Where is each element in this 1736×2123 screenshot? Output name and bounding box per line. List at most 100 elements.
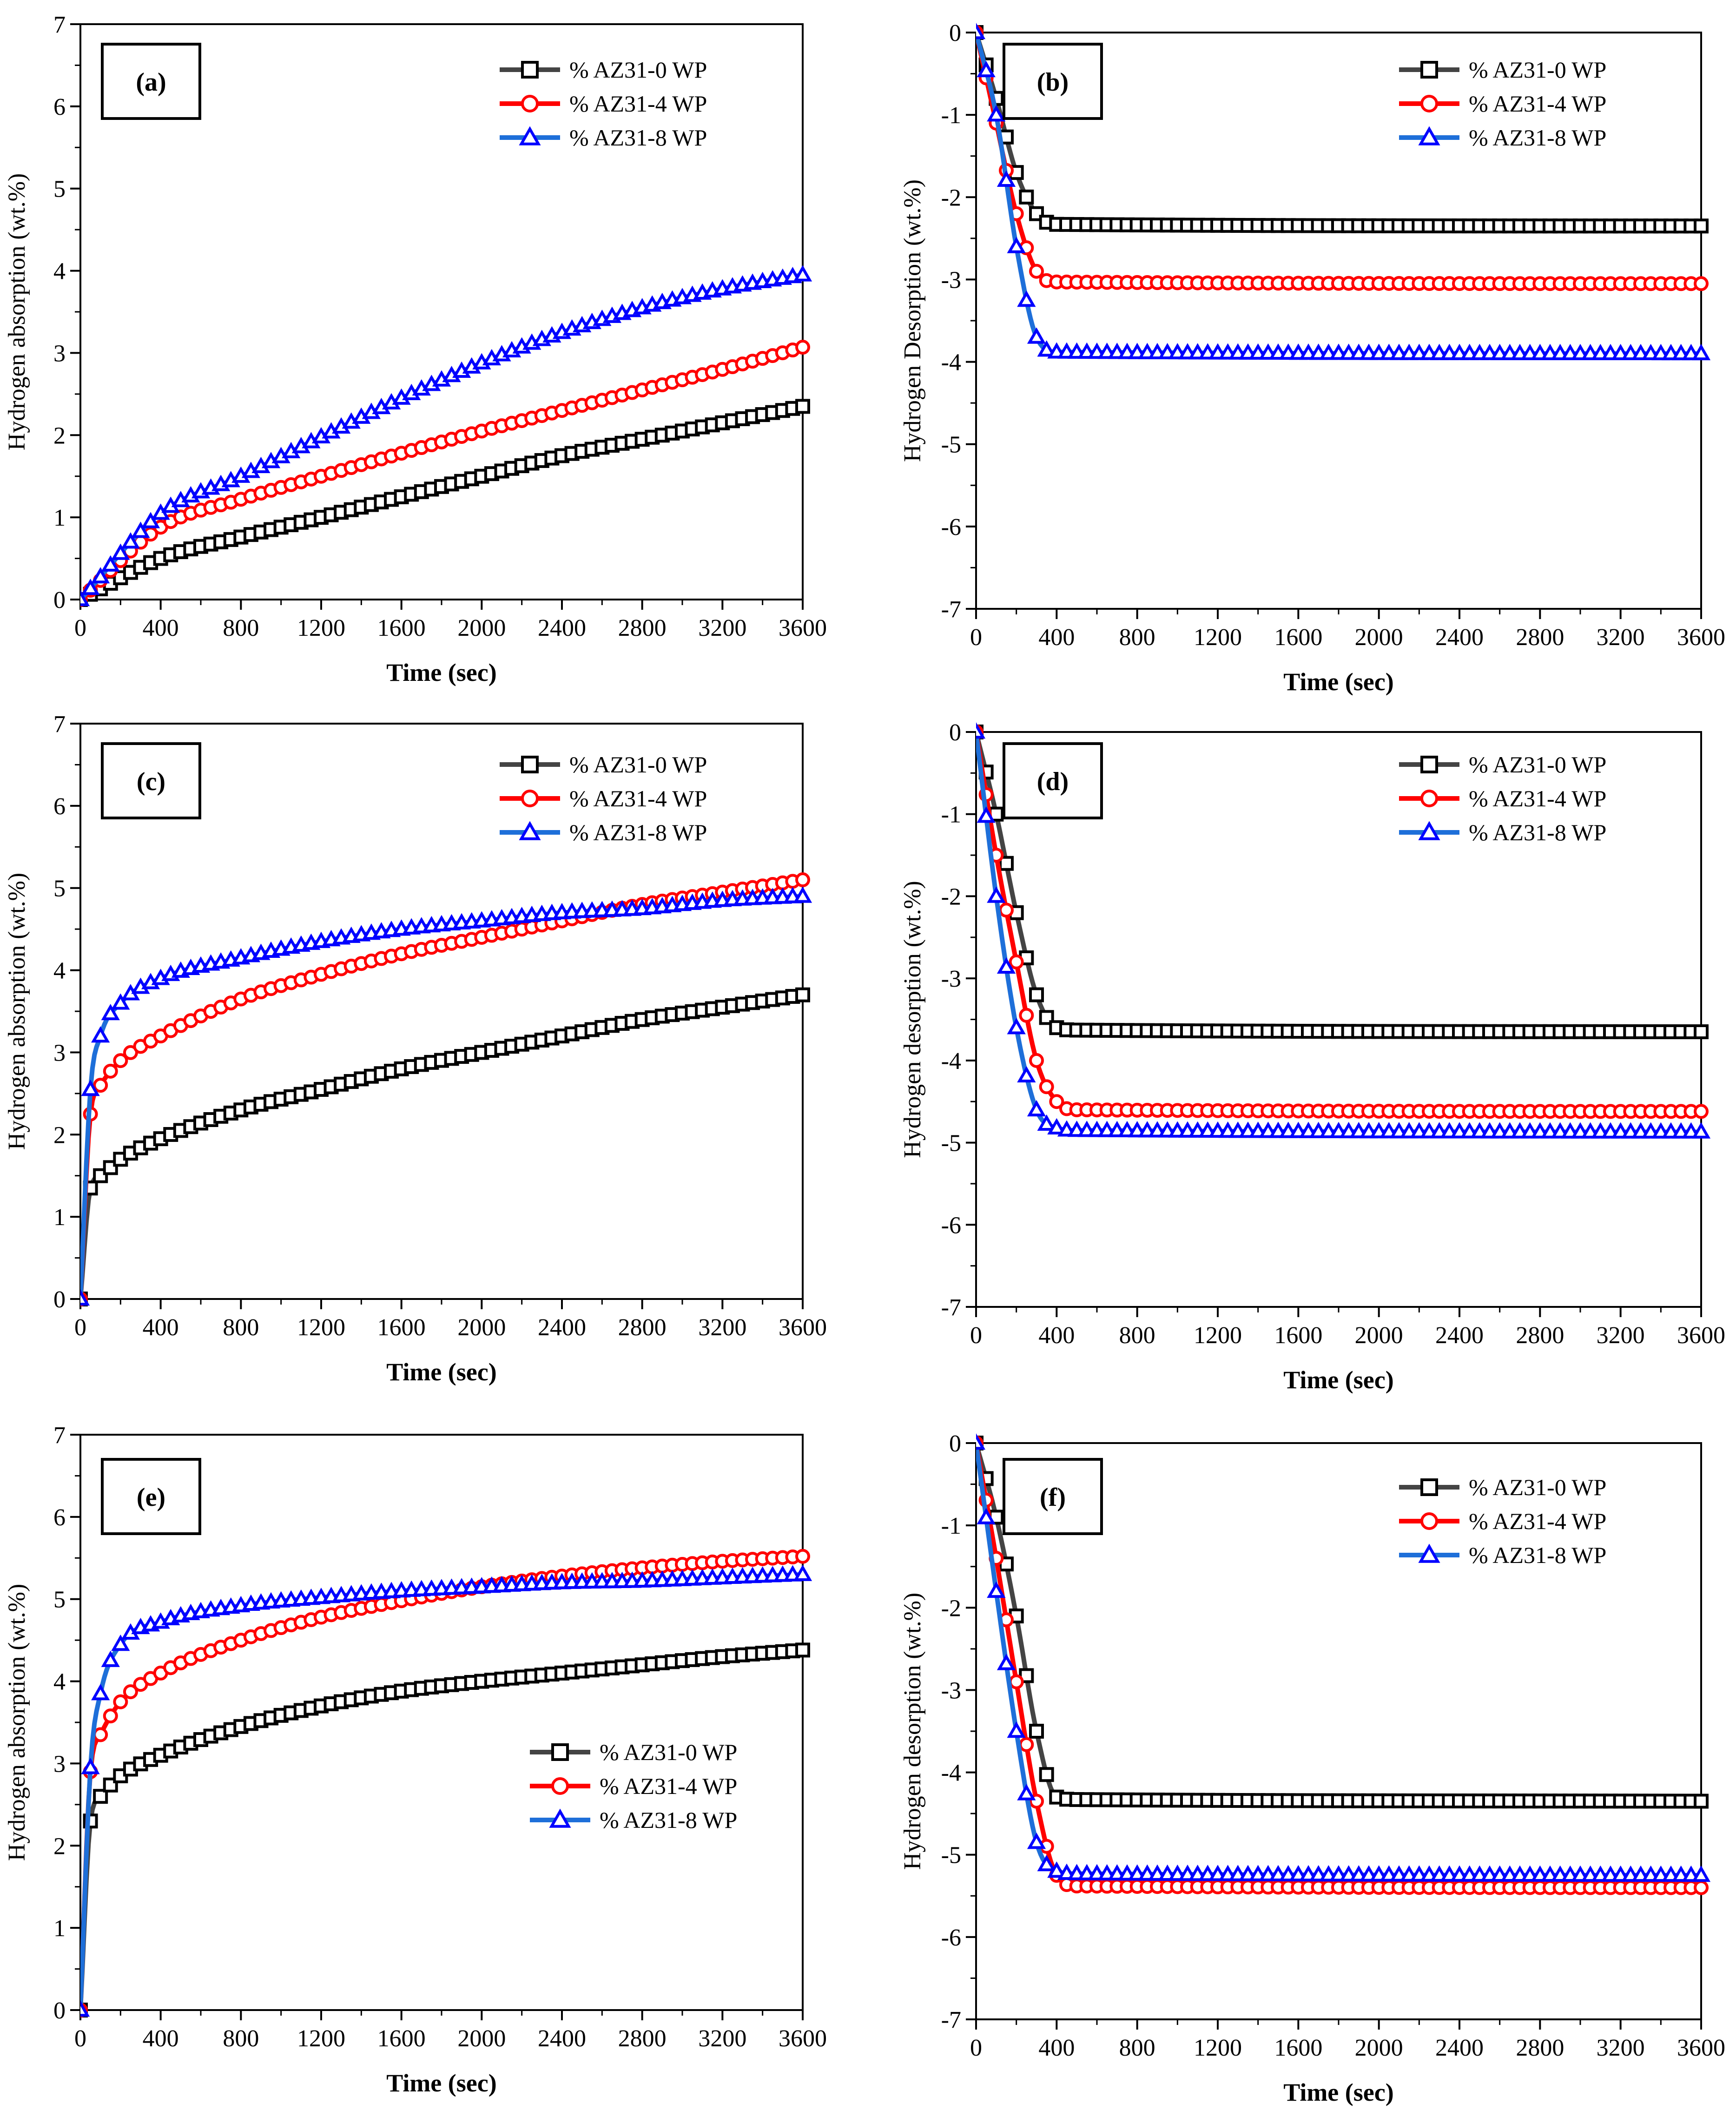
- legend-label: % AZ31-4 WP: [569, 91, 707, 117]
- y-tick-label: -5: [941, 432, 961, 458]
- y-tick-label: -3: [941, 966, 961, 992]
- x-tick-label: 800: [223, 1314, 259, 1341]
- data-point: [1029, 264, 1044, 279]
- y-tick-label: 7: [53, 12, 66, 38]
- x-tick-label: 400: [1038, 1322, 1075, 1349]
- x-tick-label: 1200: [1194, 624, 1242, 651]
- series-square: [976, 725, 1709, 1040]
- series-square: [80, 1642, 810, 2018]
- series-line: [80, 992, 803, 1299]
- y-axis-title: Hydrogen Desorption (wt.%): [899, 179, 926, 462]
- data-point: [977, 1508, 996, 1524]
- x-tick-label: 3200: [698, 2025, 746, 2052]
- panel-tag: (c): [137, 767, 165, 796]
- x-tick-label: 3600: [779, 2025, 827, 2052]
- panel-tag-box: [1003, 1458, 1103, 1535]
- y-axis-title: Hydrogen absorption (wt.%): [4, 873, 30, 1150]
- data-point: [1039, 1079, 1054, 1094]
- x-axis-title: Time (sec): [386, 659, 496, 686]
- legend-marker-triangle: [519, 821, 541, 840]
- data-point: [101, 1650, 120, 1667]
- y-tick-label: -2: [941, 185, 961, 211]
- x-tick-label: 2000: [457, 1314, 506, 1341]
- x-tick-label: 3600: [1677, 2035, 1725, 2061]
- y-tick-label: 7: [53, 1422, 66, 1449]
- series-square: [976, 25, 1709, 234]
- y-axis-title: Hydrogen absorption (wt.%): [4, 173, 30, 450]
- data-point: [793, 265, 812, 282]
- y-tick-label: -1: [941, 802, 961, 828]
- data-point: [795, 987, 810, 1002]
- x-tick-label: 2800: [618, 615, 667, 641]
- panel-tag-box: [101, 1458, 201, 1535]
- panel-tag-box: [1003, 742, 1103, 819]
- series-square: [80, 399, 810, 607]
- x-tick-label: 0: [74, 1314, 86, 1341]
- data-point: [795, 1642, 810, 1658]
- data-point: [793, 886, 812, 903]
- series-triangle: [976, 722, 1711, 1139]
- x-tick-label: 1600: [377, 1314, 426, 1341]
- y-tick-label: -4: [941, 349, 961, 376]
- x-tick-label: 3600: [779, 615, 827, 641]
- panel-tag-box: [1003, 43, 1103, 120]
- data-point: [80, 2000, 90, 2017]
- legend-marker-square: [521, 756, 539, 773]
- data-point: [987, 1581, 1006, 1598]
- x-axis-title: Time (sec): [1283, 2078, 1393, 2106]
- x-axis-title: Time (sec): [386, 2069, 496, 2097]
- x-tick-label: 1200: [1194, 1322, 1242, 1349]
- panel-tag: (f): [1040, 1483, 1066, 1512]
- data-point: [1694, 1104, 1709, 1119]
- x-tick-label: 1600: [1274, 1322, 1322, 1349]
- series-triangle: [80, 1564, 812, 2017]
- panel-c: 0 400 800 1200 1600 2000 2400 2800 3200 3600 0 1 2 3 4…: [4, 711, 827, 1386]
- legend-marker-square: [1420, 61, 1438, 79]
- legend-marker-triangle: [1418, 1543, 1440, 1563]
- legend-marker-triangle: [1418, 821, 1440, 840]
- y-tick-label: -2: [941, 883, 961, 910]
- data-point: [1007, 1018, 1026, 1035]
- legend-marker-square: [521, 61, 539, 79]
- legend-label: % AZ31-8 WP: [569, 819, 707, 845]
- panel-tag: (b): [1037, 68, 1069, 97]
- y-tick-label: 6: [53, 94, 66, 120]
- legend-marker-circle: [1420, 790, 1438, 807]
- x-tick-label: 2400: [538, 1314, 586, 1341]
- data-point: [141, 512, 160, 528]
- panel-e: 0 400 800 1200 1600 2000 2400 2800 3200 3600 0 1 2 3 4…: [4, 1422, 827, 2097]
- data-point: [1037, 1114, 1056, 1131]
- data-point: [101, 1003, 120, 1021]
- y-tick-label: 5: [53, 176, 66, 203]
- data-point: [111, 993, 130, 1010]
- x-tick-label: 1600: [1274, 624, 1322, 651]
- data-point: [1009, 1674, 1024, 1689]
- series-circle: [976, 25, 1709, 291]
- legend: % AZ31-0 WP % AZ31-4 WP % AZ31-8 WP: [1399, 1474, 1606, 1568]
- series-group: [80, 265, 812, 607]
- legend-label: % AZ31-4 WP: [1469, 1508, 1606, 1534]
- y-tick-label: -7: [941, 596, 961, 623]
- data-point: [1017, 1066, 1036, 1082]
- data-point: [1037, 340, 1056, 357]
- legend-marker-triangle: [549, 1808, 571, 1828]
- series-group: [976, 722, 1711, 1139]
- legend-marker-circle: [521, 95, 539, 112]
- legend-marker-circle: [521, 790, 539, 807]
- y-tick-label: 2: [53, 1833, 66, 1859]
- y-tick-label: 4: [53, 1669, 66, 1695]
- y-tick-label: 4: [53, 958, 66, 984]
- x-tick-label: 800: [1119, 2035, 1155, 2061]
- data-point: [1694, 1880, 1709, 1895]
- x-tick-label: 3200: [1597, 2035, 1645, 2061]
- data-point: [1019, 1008, 1034, 1023]
- x-tick-label: 1200: [1194, 2035, 1242, 2061]
- data-point: [103, 1063, 118, 1079]
- panel-a: 0 400 800 1200 1600 2000 2400 2800 3200 3600 0 1 2 3 4…: [4, 12, 827, 686]
- data-point: [1027, 1833, 1046, 1849]
- x-tick-label: 0: [970, 624, 982, 651]
- x-tick-label: 2400: [538, 615, 586, 641]
- y-tick-label: 1: [53, 505, 66, 531]
- y-tick-label: 6: [53, 793, 66, 820]
- data-point: [91, 1684, 110, 1701]
